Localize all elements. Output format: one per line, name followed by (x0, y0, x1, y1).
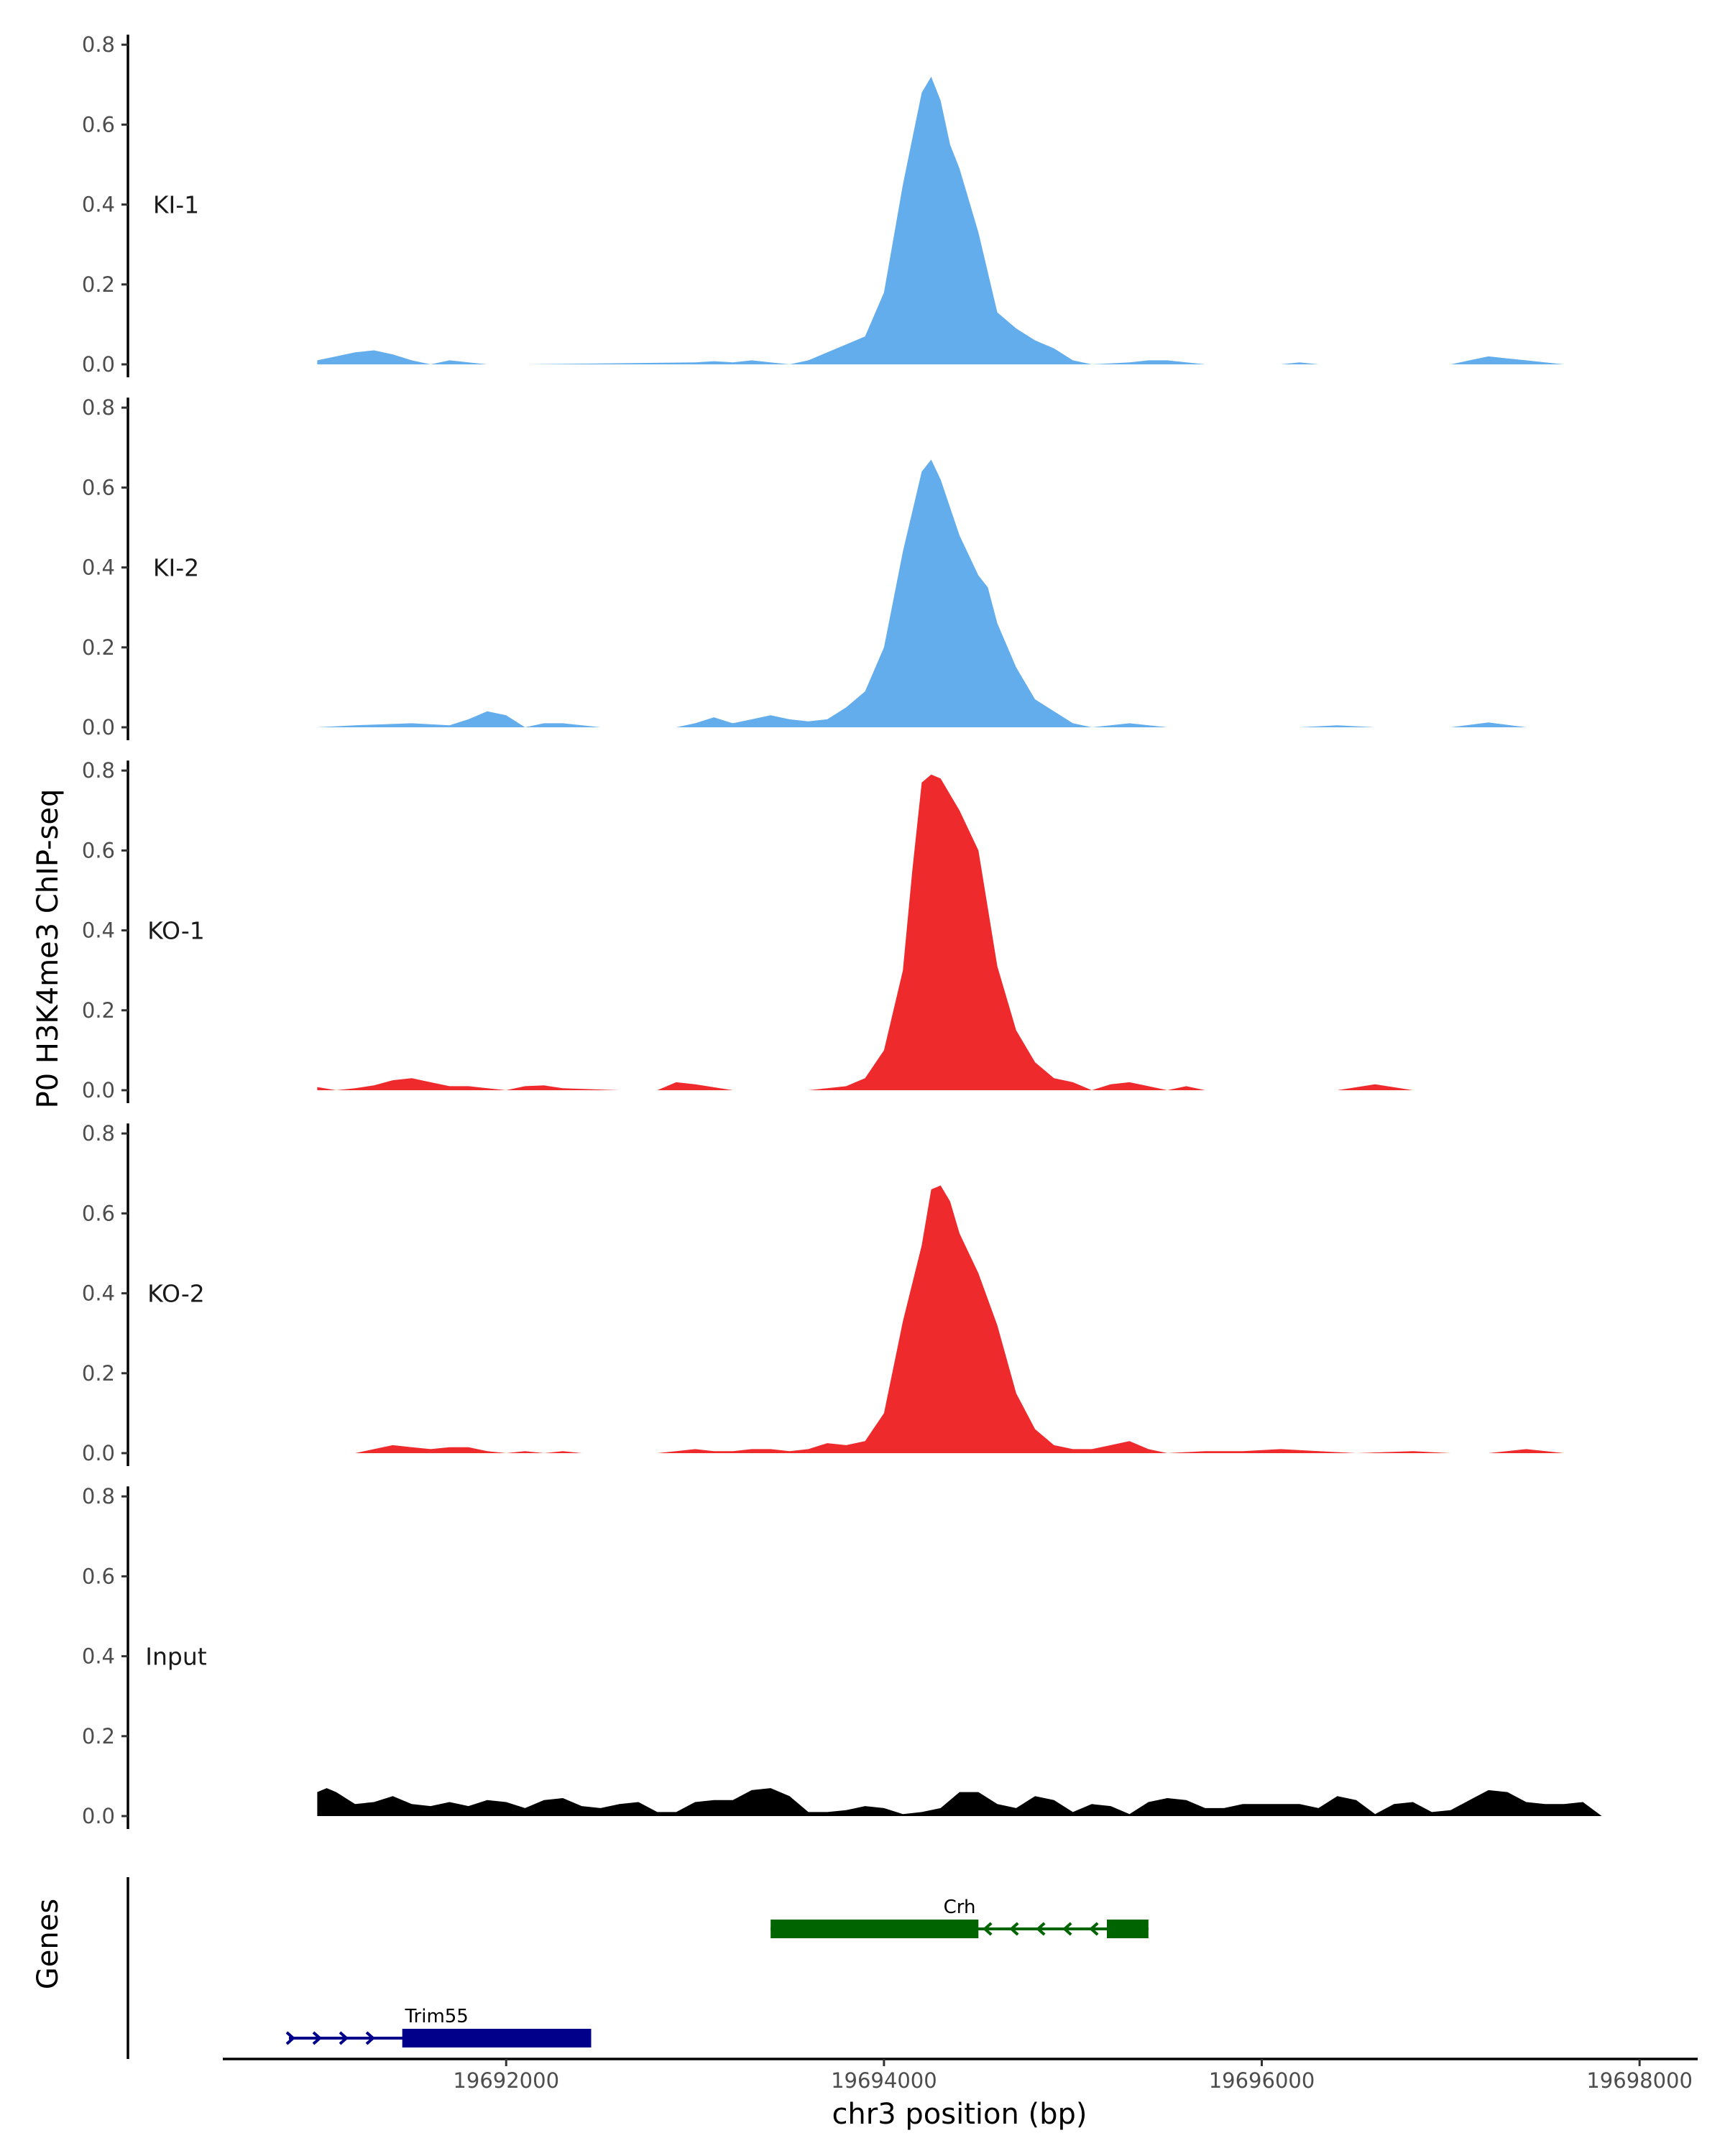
coverage-area-ko-2 (355, 1185, 1564, 1453)
gene-track: 19692000 19694000 19696000 19698000 Crh Trim5… (126, 1877, 1698, 2093)
coverage-area-ki-2 (317, 459, 1564, 727)
y-tick-label-0-3: 0.6 (82, 112, 115, 137)
x-tick-label-0: 19692000 (453, 2068, 559, 2093)
track-panel-2: 0.0 0.2 0.4 0.6 0.8 KO-1 (82, 758, 1564, 1103)
y-tick-label-3-0: 0.0 (82, 1441, 115, 1465)
coverage-area-input (317, 1788, 1602, 1816)
y-tick-label-2-3: 0.6 (82, 838, 115, 862)
strand-arrow-icon (983, 1922, 993, 1936)
y-tick-label-0-1: 0.2 (82, 272, 115, 297)
y-tick-label-2-1: 0.2 (82, 998, 115, 1023)
y-tick-label-4-4: 0.8 (82, 1484, 115, 1508)
track-label-input: Input (145, 1643, 207, 1671)
x-tick-label-3: 19698000 (1586, 2068, 1693, 2093)
y-axis-title: P0 H3K4me3 ChIP-seq (32, 789, 65, 1109)
y-tick-label-0-2: 0.4 (82, 193, 115, 217)
y-tick-label-1-0: 0.0 (82, 715, 115, 740)
track-label-ko-1: KO-1 (147, 917, 205, 945)
track-panel-1: 0.0 0.2 0.4 0.6 0.8 KI-2 (82, 395, 1564, 740)
y-tick-label-2-4: 0.8 (82, 758, 115, 783)
track-panel-3: 0.0 0.2 0.4 0.6 0.8 KO-2 (82, 1121, 1564, 1466)
track-label-ki-2: KI-2 (153, 554, 199, 582)
y-tick-label-3-1: 0.2 (82, 1361, 115, 1386)
genes-axis-title: Genes (32, 1899, 65, 1989)
y-tick-label-2-0: 0.0 (82, 1078, 115, 1102)
y-tick-label-3-4: 0.8 (82, 1121, 115, 1146)
strand-arrow-icon (1036, 1922, 1046, 1936)
y-tick-label-2-2: 0.4 (82, 918, 115, 943)
y-tick-label-1-1: 0.2 (82, 635, 115, 660)
strand-arrow-icon (365, 2031, 375, 2045)
track-panel-4: 0.0 0.2 0.4 0.6 0.8 Input (82, 1484, 1602, 1829)
x-tick-label-2: 19696000 (1209, 2068, 1315, 2093)
strand-arrow-icon (285, 2031, 295, 2045)
gene-trim55: Trim55 (285, 2006, 592, 2047)
x-axis-title: chr3 position (bp) (832, 2098, 1087, 2131)
strand-arrow-icon (312, 2031, 322, 2045)
y-tick-label-0-4: 0.8 (82, 32, 115, 57)
exon-block-crh-0 (770, 1920, 979, 1938)
coverage-tracks: 0.00.20.40.60.8KI-10.00.20.40.60.8KI-20.… (82, 32, 1602, 1829)
coverage-area-ko-1 (317, 774, 1564, 1090)
track-panel-0: 0.0 0.2 0.4 0.6 0.8 KI-1 (82, 32, 1583, 377)
gene-label-crh: Crh (944, 1897, 976, 1918)
y-tick-label-3-2: 0.4 (82, 1281, 115, 1306)
y-tick-label-4-0: 0.0 (82, 1804, 115, 1828)
track-label-ki-1: KI-1 (153, 191, 199, 219)
coverage-area-ki-1 (317, 76, 1583, 364)
x-tick-label-1: 19694000 (831, 2068, 937, 2093)
strand-arrow-icon (1062, 1922, 1072, 1936)
gene-label-trim55: Trim55 (404, 2006, 468, 2027)
exon-block-crh-1 (1107, 1920, 1149, 1938)
strand-arrow-icon (1009, 1922, 1019, 1936)
y-tick-label-3-3: 0.6 (82, 1201, 115, 1225)
strand-arrow-icon (339, 2031, 349, 2045)
track-label-ko-2: KO-2 (147, 1280, 205, 1308)
y-tick-label-4-2: 0.4 (82, 1644, 115, 1669)
strand-arrow-icon (1089, 1922, 1099, 1936)
y-tick-label-1-2: 0.4 (82, 556, 115, 580)
y-tick-label-1-3: 0.6 (82, 475, 115, 499)
y-tick-label-0-0: 0.0 (82, 352, 115, 377)
gene-crh: Crh (770, 1897, 1149, 1938)
y-tick-label-1-4: 0.8 (82, 395, 115, 420)
y-tick-label-4-1: 0.2 (82, 1724, 115, 1749)
exon-block-trim55-0 (402, 2029, 592, 2047)
y-tick-label-4-3: 0.6 (82, 1564, 115, 1588)
